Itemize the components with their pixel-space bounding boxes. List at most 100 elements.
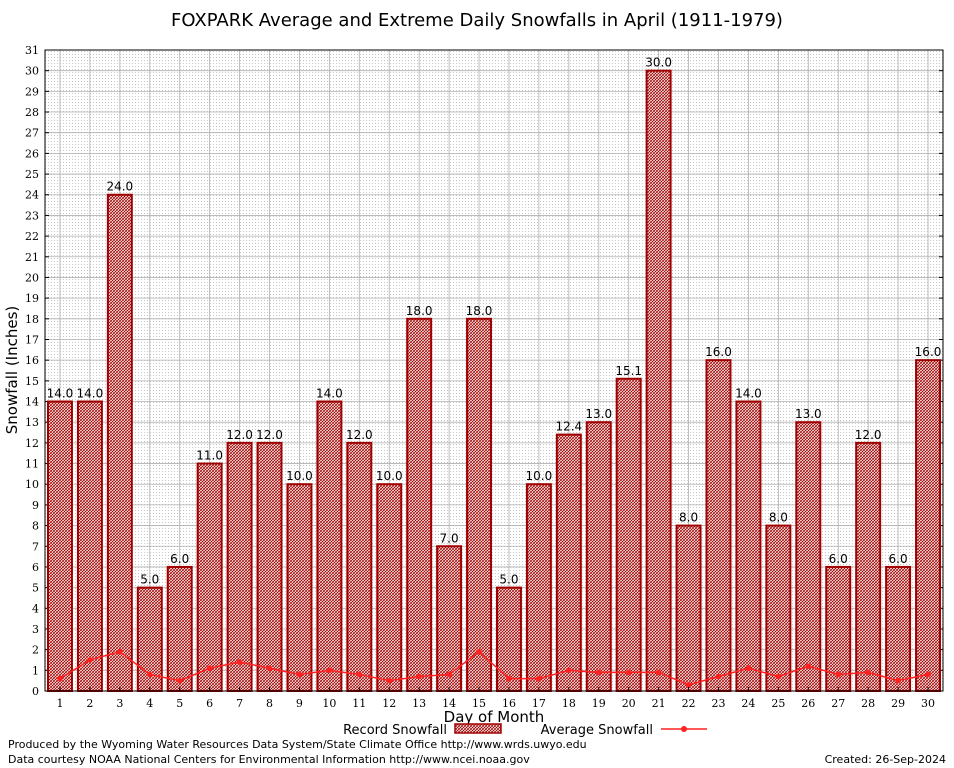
- x-tick-label: 12: [382, 697, 396, 710]
- x-tick-label: 22: [682, 697, 696, 710]
- y-tick-label: 22: [25, 230, 39, 243]
- average-point: [835, 671, 842, 678]
- bar-day-28: [855, 441, 882, 692]
- bar-day-3: [106, 193, 133, 692]
- bar-day-7: [226, 441, 253, 692]
- y-tick-label: 10: [25, 478, 39, 491]
- x-tick-label: 23: [712, 697, 726, 710]
- bar-day-9: [286, 483, 313, 692]
- bar-value-label: 15.1: [615, 364, 642, 378]
- x-tick-label: 10: [322, 697, 336, 710]
- average-point: [206, 665, 213, 672]
- bar-day-20: [615, 377, 642, 692]
- average-point: [296, 671, 303, 678]
- average-point: [87, 657, 93, 663]
- plot-area: 0123456789101112131415161718192021222324…: [25, 44, 944, 710]
- bar-value-label: 8.0: [769, 511, 788, 525]
- average-point: [925, 671, 931, 678]
- average-point: [715, 673, 722, 680]
- bar-day-18: [555, 433, 582, 692]
- average-point: [805, 663, 812, 669]
- bar-value-label: 16.0: [705, 345, 732, 359]
- x-tick-label: 21: [652, 697, 666, 710]
- footer-produced-by: Produced by the Wyoming Water Resources …: [8, 738, 587, 751]
- x-tick-label: 2: [86, 697, 93, 710]
- x-tick-label: 27: [831, 697, 845, 710]
- chart-title: FOXPARK Average and Extreme Daily Snowfa…: [171, 10, 783, 31]
- bar-value-label: 10.0: [526, 469, 553, 483]
- x-tick-label: 24: [741, 697, 755, 710]
- y-tick-label: 7: [32, 540, 39, 553]
- bar-value-label: 14.0: [316, 387, 343, 401]
- x-tick-label: 13: [412, 697, 426, 710]
- average-point: [655, 669, 662, 676]
- bar-day-21: [645, 69, 672, 692]
- bar-value-label: 18.0: [406, 304, 433, 318]
- bar-value-label: 30.0: [645, 56, 672, 70]
- y-tick-label: 19: [25, 292, 39, 305]
- y-tick-label: 23: [25, 209, 39, 222]
- y-tick-label: 27: [25, 127, 39, 140]
- bar-value-label: 7.0: [440, 531, 459, 545]
- bar-value-label: 6.0: [170, 552, 189, 566]
- y-tick-label: 28: [25, 106, 39, 119]
- y-tick-label: 13: [25, 416, 39, 429]
- footer-created-date: Created: 26-Sep-2024: [824, 753, 946, 766]
- y-tick-label: 11: [25, 458, 39, 471]
- y-tick-label: 16: [25, 354, 39, 367]
- bar-value-label: 12.0: [226, 428, 253, 442]
- y-tick-label: 18: [25, 313, 39, 326]
- bar-day-19: [585, 421, 612, 692]
- average-point: [146, 671, 153, 678]
- x-tick-label: 18: [562, 697, 576, 710]
- bar-day-17: [525, 483, 552, 692]
- x-tick-label: 8: [266, 697, 273, 710]
- average-point: [446, 671, 452, 678]
- y-tick-label: 17: [25, 333, 39, 346]
- average-point: [625, 669, 632, 676]
- plot-background: [45, 50, 943, 691]
- plot-border: [44, 49, 944, 692]
- x-tick-label: 9: [296, 697, 303, 710]
- x-tick-label: 17: [532, 697, 546, 710]
- x-tick-label: 7: [236, 697, 243, 710]
- x-tick-label: 11: [352, 697, 366, 710]
- average-point: [745, 665, 752, 672]
- legend-record-swatch: [454, 723, 502, 734]
- average-line: [59, 650, 929, 686]
- average-point: [536, 675, 542, 682]
- bar-value-label: 13.0: [795, 407, 822, 421]
- x-tick-label: 29: [891, 697, 905, 710]
- legend-average-label: Average Snowfall: [541, 723, 653, 738]
- x-tick-label: 3: [116, 697, 123, 710]
- bar-day-30: [915, 359, 942, 692]
- x-tick-label: 19: [592, 697, 606, 710]
- x-tick-label: 16: [502, 697, 516, 710]
- bar-value-label: 14.0: [47, 387, 74, 401]
- x-tick-label: 14: [442, 697, 456, 710]
- bar-day-10: [316, 400, 343, 692]
- y-tick-label: 4: [32, 602, 39, 615]
- bar-value-label: 12.0: [855, 428, 882, 442]
- y-tick-label: 24: [25, 189, 39, 202]
- bar-value-label: 14.0: [735, 387, 762, 401]
- y-tick-label: 2: [32, 644, 39, 657]
- average-point: [266, 665, 273, 672]
- y-tick-label: 8: [32, 520, 39, 533]
- y-tick-label: 3: [32, 623, 39, 636]
- bar-day-11: [346, 441, 373, 692]
- bar-day-25: [765, 524, 792, 692]
- x-tick-label: 25: [771, 697, 785, 710]
- y-tick-label: 12: [25, 437, 39, 450]
- bar-value-label: 14.0: [77, 387, 104, 401]
- average-point: [326, 667, 333, 674]
- average-point: [57, 675, 63, 682]
- x-tick-label: 6: [206, 697, 213, 710]
- y-tick-label: 25: [25, 168, 39, 181]
- y-tick-label: 14: [25, 396, 39, 409]
- bar-day-5: [166, 565, 193, 692]
- legend: Record Snowfall Average Snowfall: [343, 723, 707, 738]
- bar-value-label: 24.0: [106, 180, 133, 194]
- bar-value-label: 16.0: [915, 345, 942, 359]
